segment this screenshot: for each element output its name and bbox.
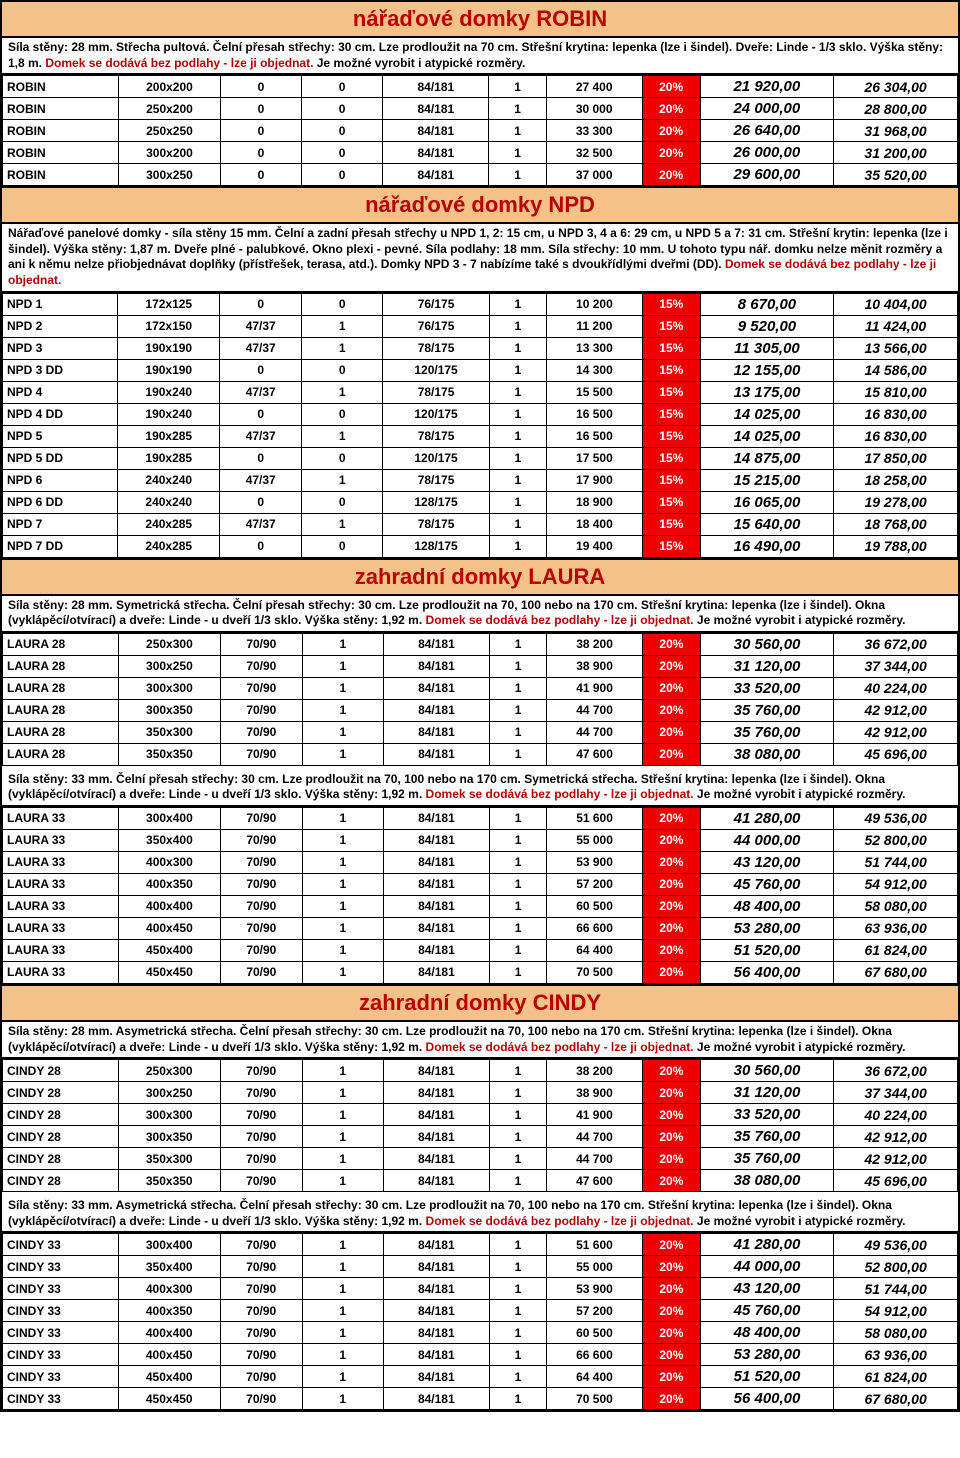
table-row: LAURA 33450x45070/90184/181170 50020%56 … — [3, 961, 958, 983]
price-table: LAURA 33300x40070/90184/181151 60020%41 … — [2, 807, 958, 984]
table-row: CINDY 33400x35070/90184/181157 20020%45 … — [3, 1300, 958, 1322]
table-row: CINDY 33400x40070/90184/181160 50020%48 … — [3, 1322, 958, 1344]
price-list: nářaďové domky ROBINSíla stěny: 28 mm. S… — [0, 0, 960, 1412]
table-row: LAURA 33400x45070/90184/181166 60020%53 … — [3, 917, 958, 939]
section-title: nářaďové domky NPD — [2, 186, 958, 224]
table-row: CINDY 33450x40070/90184/181164 40020%51 … — [3, 1366, 958, 1388]
table-row: LAURA 33400x35070/90184/181157 20020%45 … — [3, 873, 958, 895]
price-table: ROBIN200x2000084/181127 40020%21 920,002… — [2, 75, 958, 186]
price-table: NPD 1172x1250076/175110 20015%8 670,0010… — [2, 293, 958, 558]
section-title: zahradní domky CINDY — [2, 984, 958, 1022]
table-row: LAURA 28250x30070/90184/181138 20020%30 … — [3, 633, 958, 655]
table-row: NPD 7 DD240x28500128/175119 40015%16 490… — [3, 535, 958, 557]
table-row: ROBIN200x2000084/181127 40020%21 920,002… — [3, 76, 958, 98]
section-title: nářaďové domky ROBIN — [2, 2, 958, 38]
table-row: CINDY 28300x35070/90184/181144 70020%35 … — [3, 1126, 958, 1148]
table-row: LAURA 33400x40070/90184/181160 50020%48 … — [3, 895, 958, 917]
table-row: NPD 1172x1250076/175110 20015%8 670,0010… — [3, 293, 958, 315]
table-row: CINDY 33450x45070/90184/181170 50020%56 … — [3, 1388, 958, 1410]
section-title: zahradní domky LAURA — [2, 558, 958, 596]
table-row: LAURA 28300x30070/90184/181141 90020%33 … — [3, 677, 958, 699]
table-row: LAURA 28300x35070/90184/181144 70020%35 … — [3, 699, 958, 721]
table-row: CINDY 33300x40070/90184/181151 60020%41 … — [3, 1234, 958, 1256]
section-description: Síla stěny: 28 mm. Střecha pultová. Čeln… — [2, 38, 958, 75]
table-row: NPD 3190x19047/37178/175113 30015%11 305… — [3, 337, 958, 359]
price-table: LAURA 28250x30070/90184/181138 20020%30 … — [2, 633, 958, 766]
table-row: CINDY 33400x45070/90184/181166 60020%53 … — [3, 1344, 958, 1366]
table-row: LAURA 33450x40070/90184/181164 40020%51 … — [3, 939, 958, 961]
table-row: CINDY 28250x30070/90184/181138 20020%30 … — [3, 1060, 958, 1082]
table-row: CINDY 28350x30070/90184/181144 70020%35 … — [3, 1148, 958, 1170]
table-row: NPD 6 DD240x24000128/175118 90015%16 065… — [3, 491, 958, 513]
section-description: Síla stěny: 33 mm. Čelní přesah střechy:… — [2, 770, 958, 807]
section-description: Nářaďové panelové domky - síla stěny 15 … — [2, 224, 958, 292]
price-table: CINDY 33300x40070/90184/181151 60020%41 … — [2, 1233, 958, 1410]
table-row: NPD 5190x28547/37178/175116 50015%14 025… — [3, 425, 958, 447]
table-row: NPD 4190x24047/37178/175115 50015%13 175… — [3, 381, 958, 403]
table-row: CINDY 33350x40070/90184/181155 00020%44 … — [3, 1256, 958, 1278]
table-row: CINDY 28300x25070/90184/181138 90020%31 … — [3, 1082, 958, 1104]
table-row: NPD 4 DD190x24000120/175116 50015%14 025… — [3, 403, 958, 425]
table-row: ROBIN250x2500084/181133 30020%26 640,003… — [3, 120, 958, 142]
section-description: Síla stěny: 28 mm. Symetrická střecha. Č… — [2, 596, 958, 633]
table-row: NPD 5 DD190x28500120/175117 50015%14 875… — [3, 447, 958, 469]
table-row: LAURA 28350x30070/90184/181144 70020%35 … — [3, 721, 958, 743]
table-row: CINDY 28350x35070/90184/181147 60020%38 … — [3, 1170, 958, 1192]
table-row: NPD 6240x24047/37178/175117 90015%15 215… — [3, 469, 958, 491]
table-row: ROBIN300x2000084/181132 50020%26 000,003… — [3, 142, 958, 164]
table-row: ROBIN250x2000084/181130 00020%24 000,002… — [3, 98, 958, 120]
table-row: NPD 7240x28547/37178/175118 40015%15 640… — [3, 513, 958, 535]
table-row: LAURA 33300x40070/90184/181151 60020%41 … — [3, 807, 958, 829]
section-description: Síla stěny: 33 mm. Asymetrická střecha. … — [2, 1196, 958, 1233]
table-row: CINDY 33400x30070/90184/181153 90020%43 … — [3, 1278, 958, 1300]
table-row: LAURA 28350x35070/90184/181147 60020%38 … — [3, 743, 958, 765]
price-table: CINDY 28250x30070/90184/181138 20020%30 … — [2, 1059, 958, 1192]
table-row: CINDY 28300x30070/90184/181141 90020%33 … — [3, 1104, 958, 1126]
table-row: NPD 3 DD190x19000120/175114 30015%12 155… — [3, 359, 958, 381]
table-row: LAURA 33400x30070/90184/181153 90020%43 … — [3, 851, 958, 873]
table-row: NPD 2172x15047/37176/175111 20015%9 520,… — [3, 315, 958, 337]
table-row: LAURA 28300x25070/90184/181138 90020%31 … — [3, 655, 958, 677]
table-row: ROBIN300x2500084/181137 00020%29 600,003… — [3, 164, 958, 186]
section-description: Síla stěny: 28 mm. Asymetrická střecha. … — [2, 1022, 958, 1059]
table-row: LAURA 33350x40070/90184/181155 00020%44 … — [3, 829, 958, 851]
